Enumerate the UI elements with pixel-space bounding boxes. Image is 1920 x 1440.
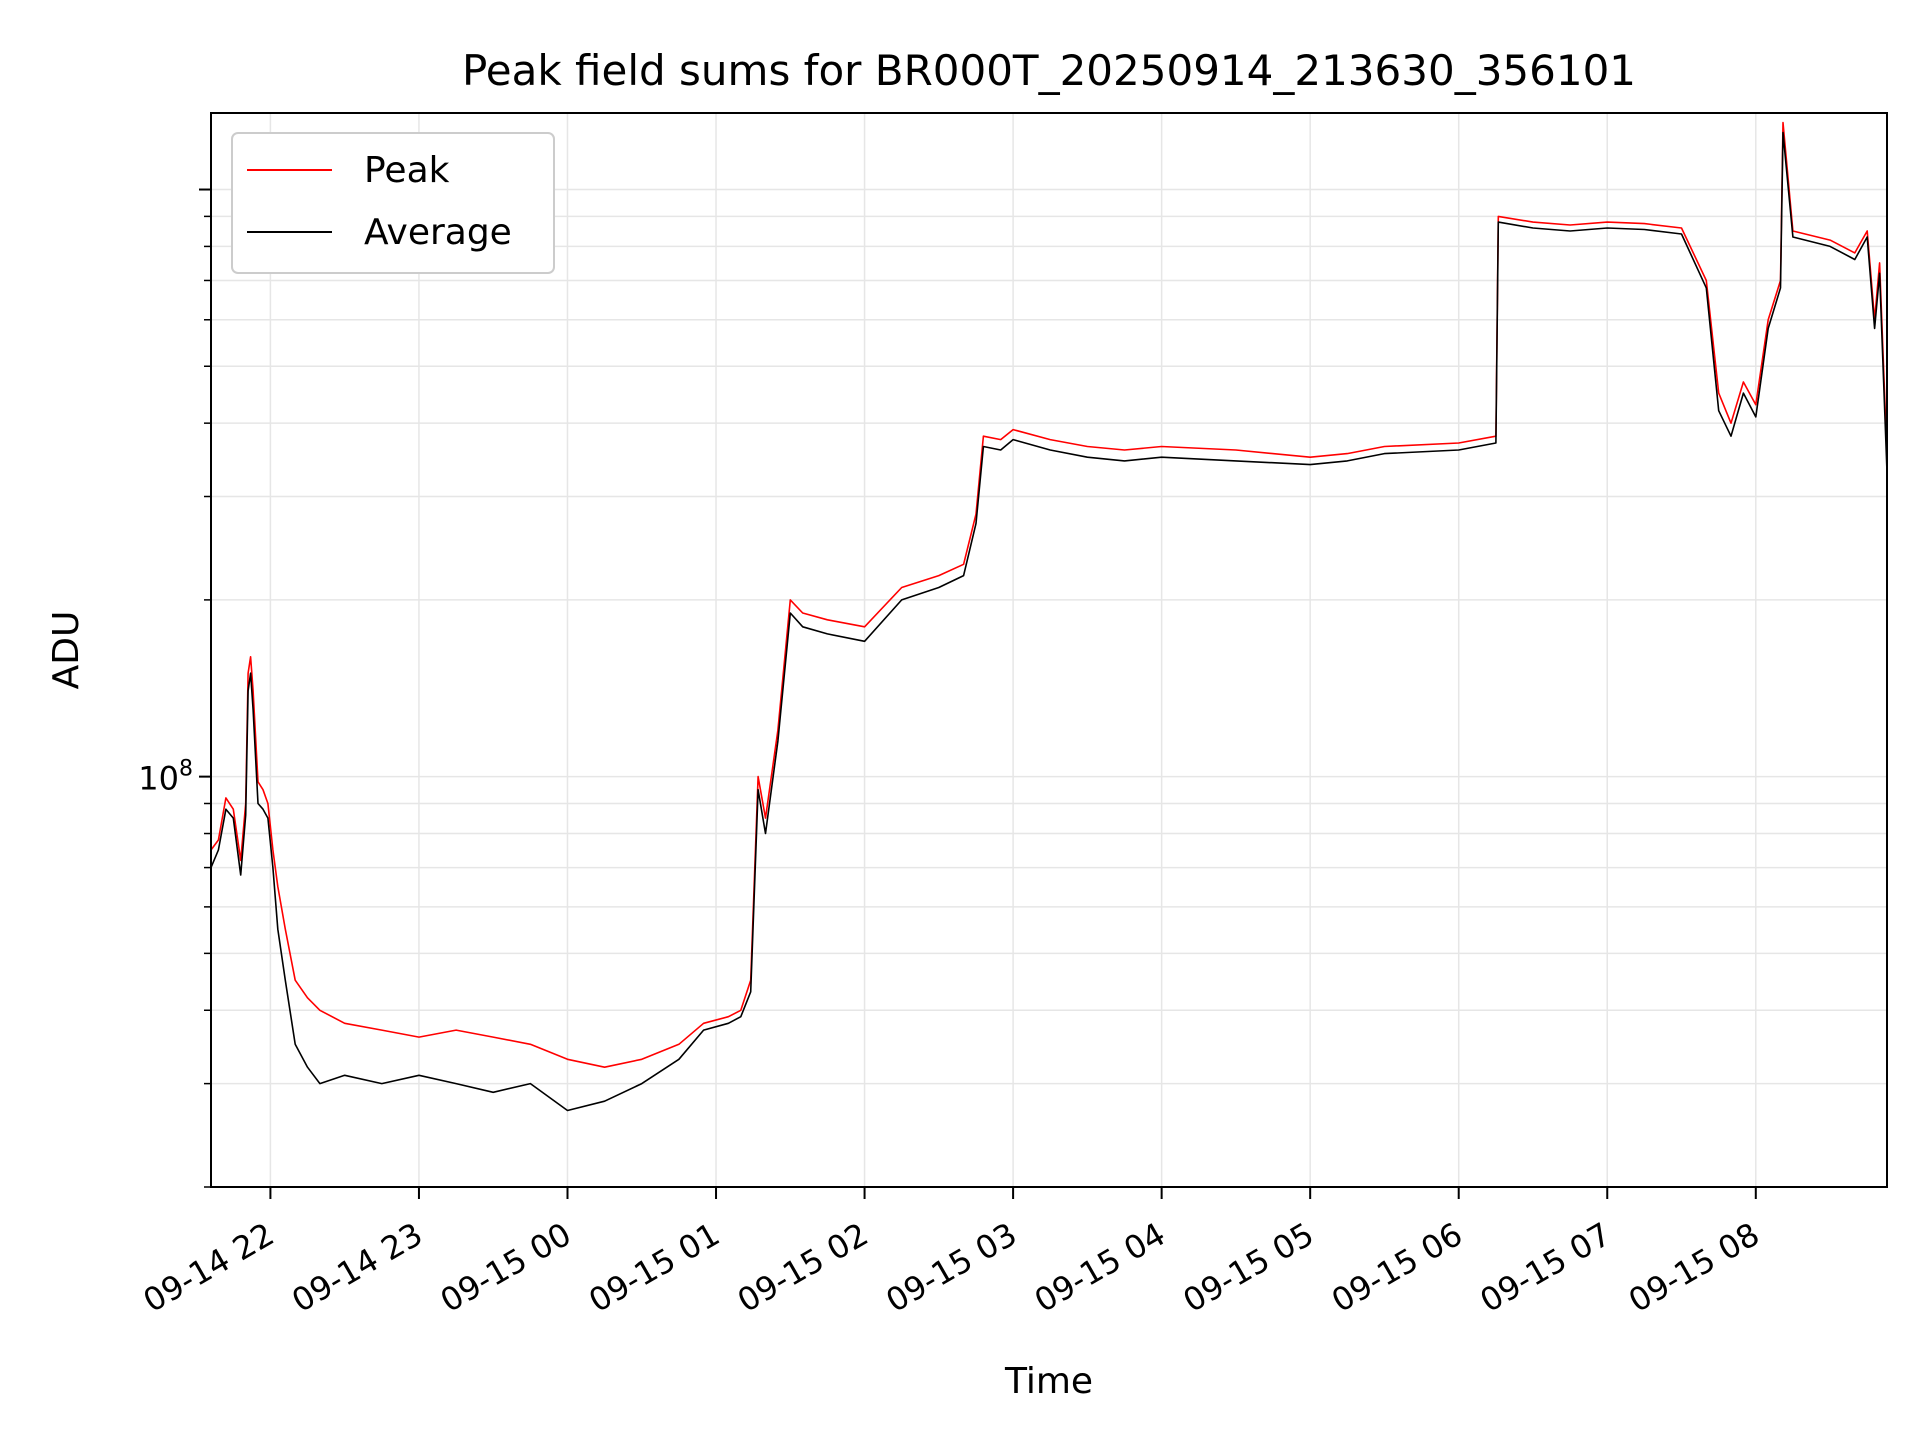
y-axis-label: ADU: [46, 611, 87, 690]
y-tick-label: 108: [138, 757, 193, 798]
x-axis-label: Time: [1004, 1361, 1093, 1402]
y-axis: 108: [138, 188, 211, 1188]
series-line-average: [210, 131, 1888, 1112]
plot-frame: [210, 112, 1888, 1188]
legend-average-label: Average: [364, 212, 512, 253]
series-line-peak: [210, 121, 1888, 1068]
legend-box: [231, 132, 555, 274]
legend-peak-label: Peak: [364, 150, 450, 191]
grid: [211, 113, 1887, 1188]
chart-title: Peak field sums for BR000T_20250914_2136…: [462, 46, 1636, 95]
legend: Peak Average: [231, 132, 555, 274]
data-lines: [210, 121, 1888, 1112]
